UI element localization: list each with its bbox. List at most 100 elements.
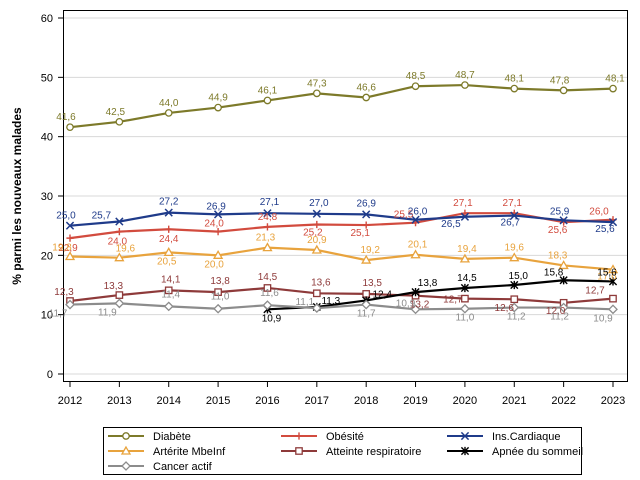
data-label: 24,4 [159,234,179,245]
data-label: 12,3 [54,287,74,298]
data-label: 25,9 [550,206,570,217]
data-label: 27,1 [503,198,523,209]
data-point [607,264,619,274]
data-point [459,253,471,263]
data-point [461,294,469,303]
data-point [115,291,124,299]
data-point [114,298,125,309]
data-point [510,295,519,304]
data-label: 25,2 [303,227,323,238]
data-point [609,84,617,93]
data-label: 48,5 [406,71,426,82]
y-axis-ticks: 0 10 20 30 40 50 60 [41,13,64,381]
series-line-obesite [69,212,614,240]
data-point [263,96,272,105]
data-label: 19,6 [505,243,525,254]
data-label: 12,4 [372,289,392,300]
legend-item-ins-cardiaque: Ins.Cardiaque [447,431,561,443]
series-line-arterite [69,246,614,271]
series-line-atteinte-respiratoire [69,286,614,304]
data-label: 26,9 [356,198,376,209]
series-line-cancer-actif [69,302,614,311]
data-label: 13,8 [210,276,230,287]
data-label: 14,5 [457,273,477,284]
series-group [64,81,619,315]
data-label: 15,6 [597,267,617,278]
legend-marker [460,446,470,456]
data-label: 25,6 [548,225,568,236]
data-point [510,280,519,290]
data-label: 20,1 [408,240,428,251]
data-point [559,86,568,95]
legend: Diabète Obésité Ins.Cardiaque Artérite MbeI… [103,427,583,475]
data-label: 19,8 [52,243,72,254]
data-label: 25,5 [394,210,414,221]
data-label: 11,3 [321,296,340,307]
legend-label: Atteinte respiratoire [326,446,421,458]
data-label: 18,3 [548,250,568,261]
data-label: 48,1 [605,74,625,85]
series-cancer-actif [65,298,618,315]
series-ins-cardiaque [65,208,618,230]
data-point [362,210,371,219]
data-point [361,299,372,310]
data-label: 20,9 [307,235,327,246]
data-label: 14,1 [161,274,181,285]
data-label: 19,6 [116,244,136,255]
data-label: 26,9 [206,201,226,212]
data-label: 46,6 [356,83,376,94]
data-label: 48,7 [455,70,475,81]
x-tick-label: 2022 [551,395,575,407]
data-label: 10,9 [593,313,613,324]
data-label: 11,6 [260,288,279,299]
x-tick-label: 2017 [305,395,329,407]
data-label: 13,6 [311,277,331,288]
x-axis-ticks: 2012 2013 2014 2015 2016 2017 2018 2019 2020 2021… [58,381,625,407]
data-point [510,211,519,220]
data-point [411,82,420,91]
data-label: 11,2 [550,312,569,323]
data-point [410,304,421,315]
x-tick-label: 2014 [156,395,180,407]
legend-marker [120,445,132,455]
series-line-ins-cardiaque [69,211,614,227]
data-point [461,209,469,217]
data-point [312,89,321,98]
data-point [66,123,74,132]
data-label: 27,0 [309,198,329,209]
data-label: 21,3 [256,233,276,244]
data-point [114,252,125,262]
data-label: 47,8 [550,75,570,86]
data-label: 12,6 [495,303,515,314]
data-label: 25,1 [350,228,370,239]
y-tick-label: 10 [41,310,53,322]
data-point [411,215,420,224]
data-point [460,283,470,293]
data-point [459,303,470,314]
data-point [362,221,370,229]
data-label: 44,9 [208,93,228,104]
data-point [163,247,174,257]
data-point [558,260,569,270]
data-point [460,212,470,221]
legend-marker [295,447,303,455]
data-label: 44,0 [159,98,179,109]
data-point [66,234,74,242]
data-point [164,109,173,117]
data-point [65,299,75,310]
series-line-diabete [69,83,614,129]
y-tick-label: 40 [41,132,53,144]
data-point [213,210,223,219]
data-point [608,277,618,286]
legend-marker [295,432,303,440]
data-point [212,250,224,259]
data-label: 46,1 [258,85,278,96]
legend-item-cancer-actif: Cancer actif [108,461,213,473]
data-label: 13,2 [410,300,430,311]
data-label: 12,7 [443,295,463,306]
data-point [262,242,273,252]
series-diabete [66,81,617,132]
y-tick-label: 0 [47,369,53,381]
data-point [64,251,76,261]
